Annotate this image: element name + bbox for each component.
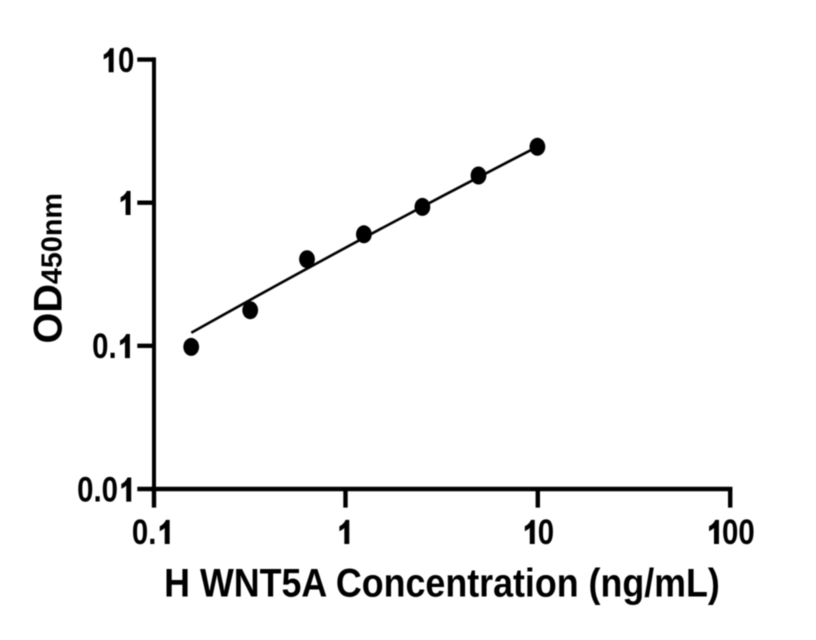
svg-text:0: 0 bbox=[722, 513, 738, 552]
svg-text:0: 0 bbox=[132, 513, 148, 552]
svg-text:.: . bbox=[93, 470, 101, 509]
svg-text:.: . bbox=[148, 513, 156, 552]
svg-text:0: 0 bbox=[538, 513, 554, 552]
svg-text:0: 0 bbox=[118, 41, 134, 80]
svg-text:0: 0 bbox=[738, 513, 754, 552]
svg-text:H WNT5A Concentration (ng/mL): H WNT5A Concentration (ng/mL) bbox=[164, 561, 720, 605]
svg-text:0: 0 bbox=[77, 470, 93, 509]
svg-text:0: 0 bbox=[92, 327, 108, 366]
svg-text:0: 0 bbox=[102, 470, 118, 509]
svg-text:.: . bbox=[108, 327, 116, 366]
